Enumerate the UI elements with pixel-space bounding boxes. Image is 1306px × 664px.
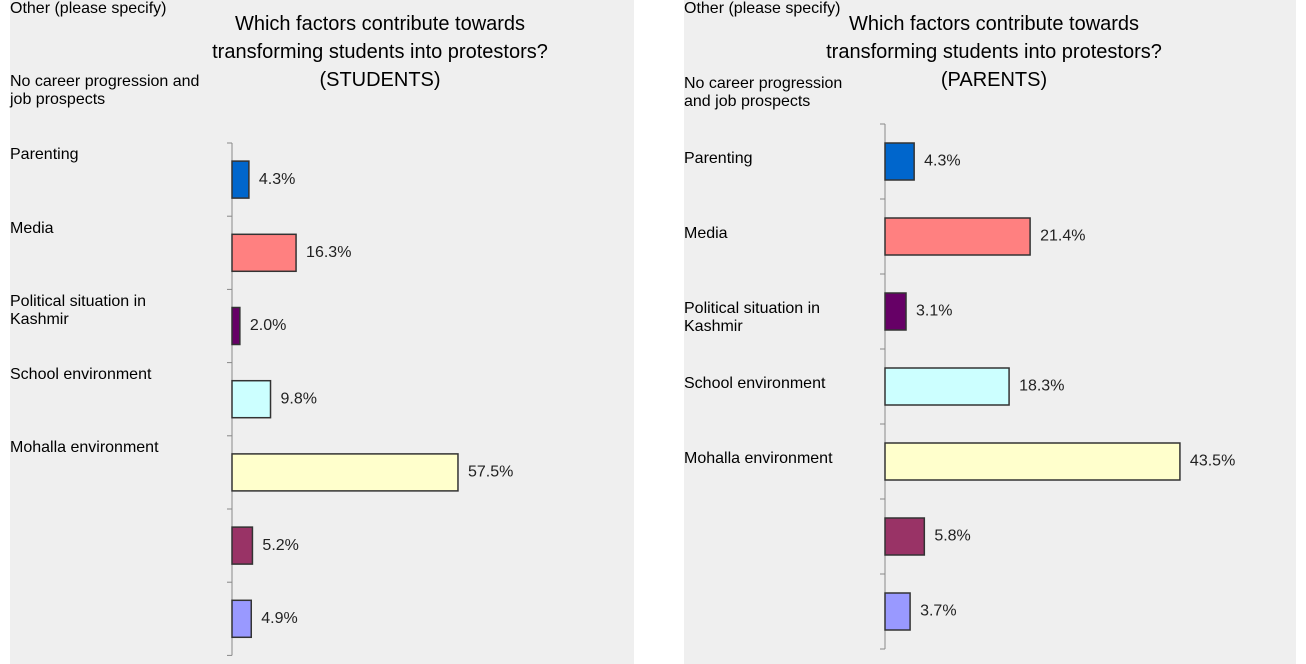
chart-panel: Which factors contribute towards transfo… [10,0,634,664]
category-label: Parenting [684,150,753,167]
value-label: 4.3% [924,153,960,170]
bar [884,517,926,556]
bar [231,160,250,199]
bar [231,306,241,346]
category-label: No career progression and job prospects [684,75,843,110]
bar [231,233,297,273]
value-label: 3.1% [916,303,952,320]
value-label: 2.0% [250,317,286,334]
chart-panel: Which factors contribute towards transfo… [684,0,1296,664]
category-label: School environment [684,375,826,392]
category-label: Media [684,225,728,242]
category-label: Political situation in Kashmir [684,300,821,335]
value-label: 16.3% [306,244,351,261]
value-label: 4.3% [259,171,295,188]
bar [884,142,915,181]
chart-title: Which factors contribute towards transfo… [826,13,1162,91]
bar [884,442,1181,481]
value-label: 5.8% [934,528,970,545]
value-label: 18.3% [1019,378,1064,395]
category-label: Media [10,219,54,237]
chart: 4.3% 21.4% 3.1% 18.3% 43.5% 5.8% 3.7% [880,123,1235,650]
bar [231,379,272,419]
category-label: Political situation in Kashmir [10,292,147,328]
bar [884,217,1031,256]
category-label: No career progression and job prospects [10,73,200,109]
value-label: 9.8% [281,390,317,407]
value-label: 57.5% [468,464,513,481]
value-label: 43.5% [1190,453,1235,470]
category-label: School environment [10,365,152,383]
bar [884,367,1010,406]
bar [231,453,459,492]
value-label: 5.2% [262,537,298,554]
bar [884,592,911,631]
value-label: 3.7% [920,603,956,620]
category-label: Other (please specify) [684,0,841,17]
category-label: Mohalla environment [684,450,833,467]
value-label: 21.4% [1040,228,1085,245]
chart: 4.3% 16.3% 2.0% 9.8% 57.5% 5.2% 4.9% [227,142,513,656]
value-label: 4.9% [261,610,297,627]
category-label: Other (please specify) [10,0,167,17]
chart-title: Which factors contribute towards transfo… [212,13,548,91]
bar [231,526,254,565]
category-label: Parenting [10,146,79,164]
category-label: Mohalla environment [10,439,159,457]
bar [884,292,907,331]
bar [231,599,253,639]
